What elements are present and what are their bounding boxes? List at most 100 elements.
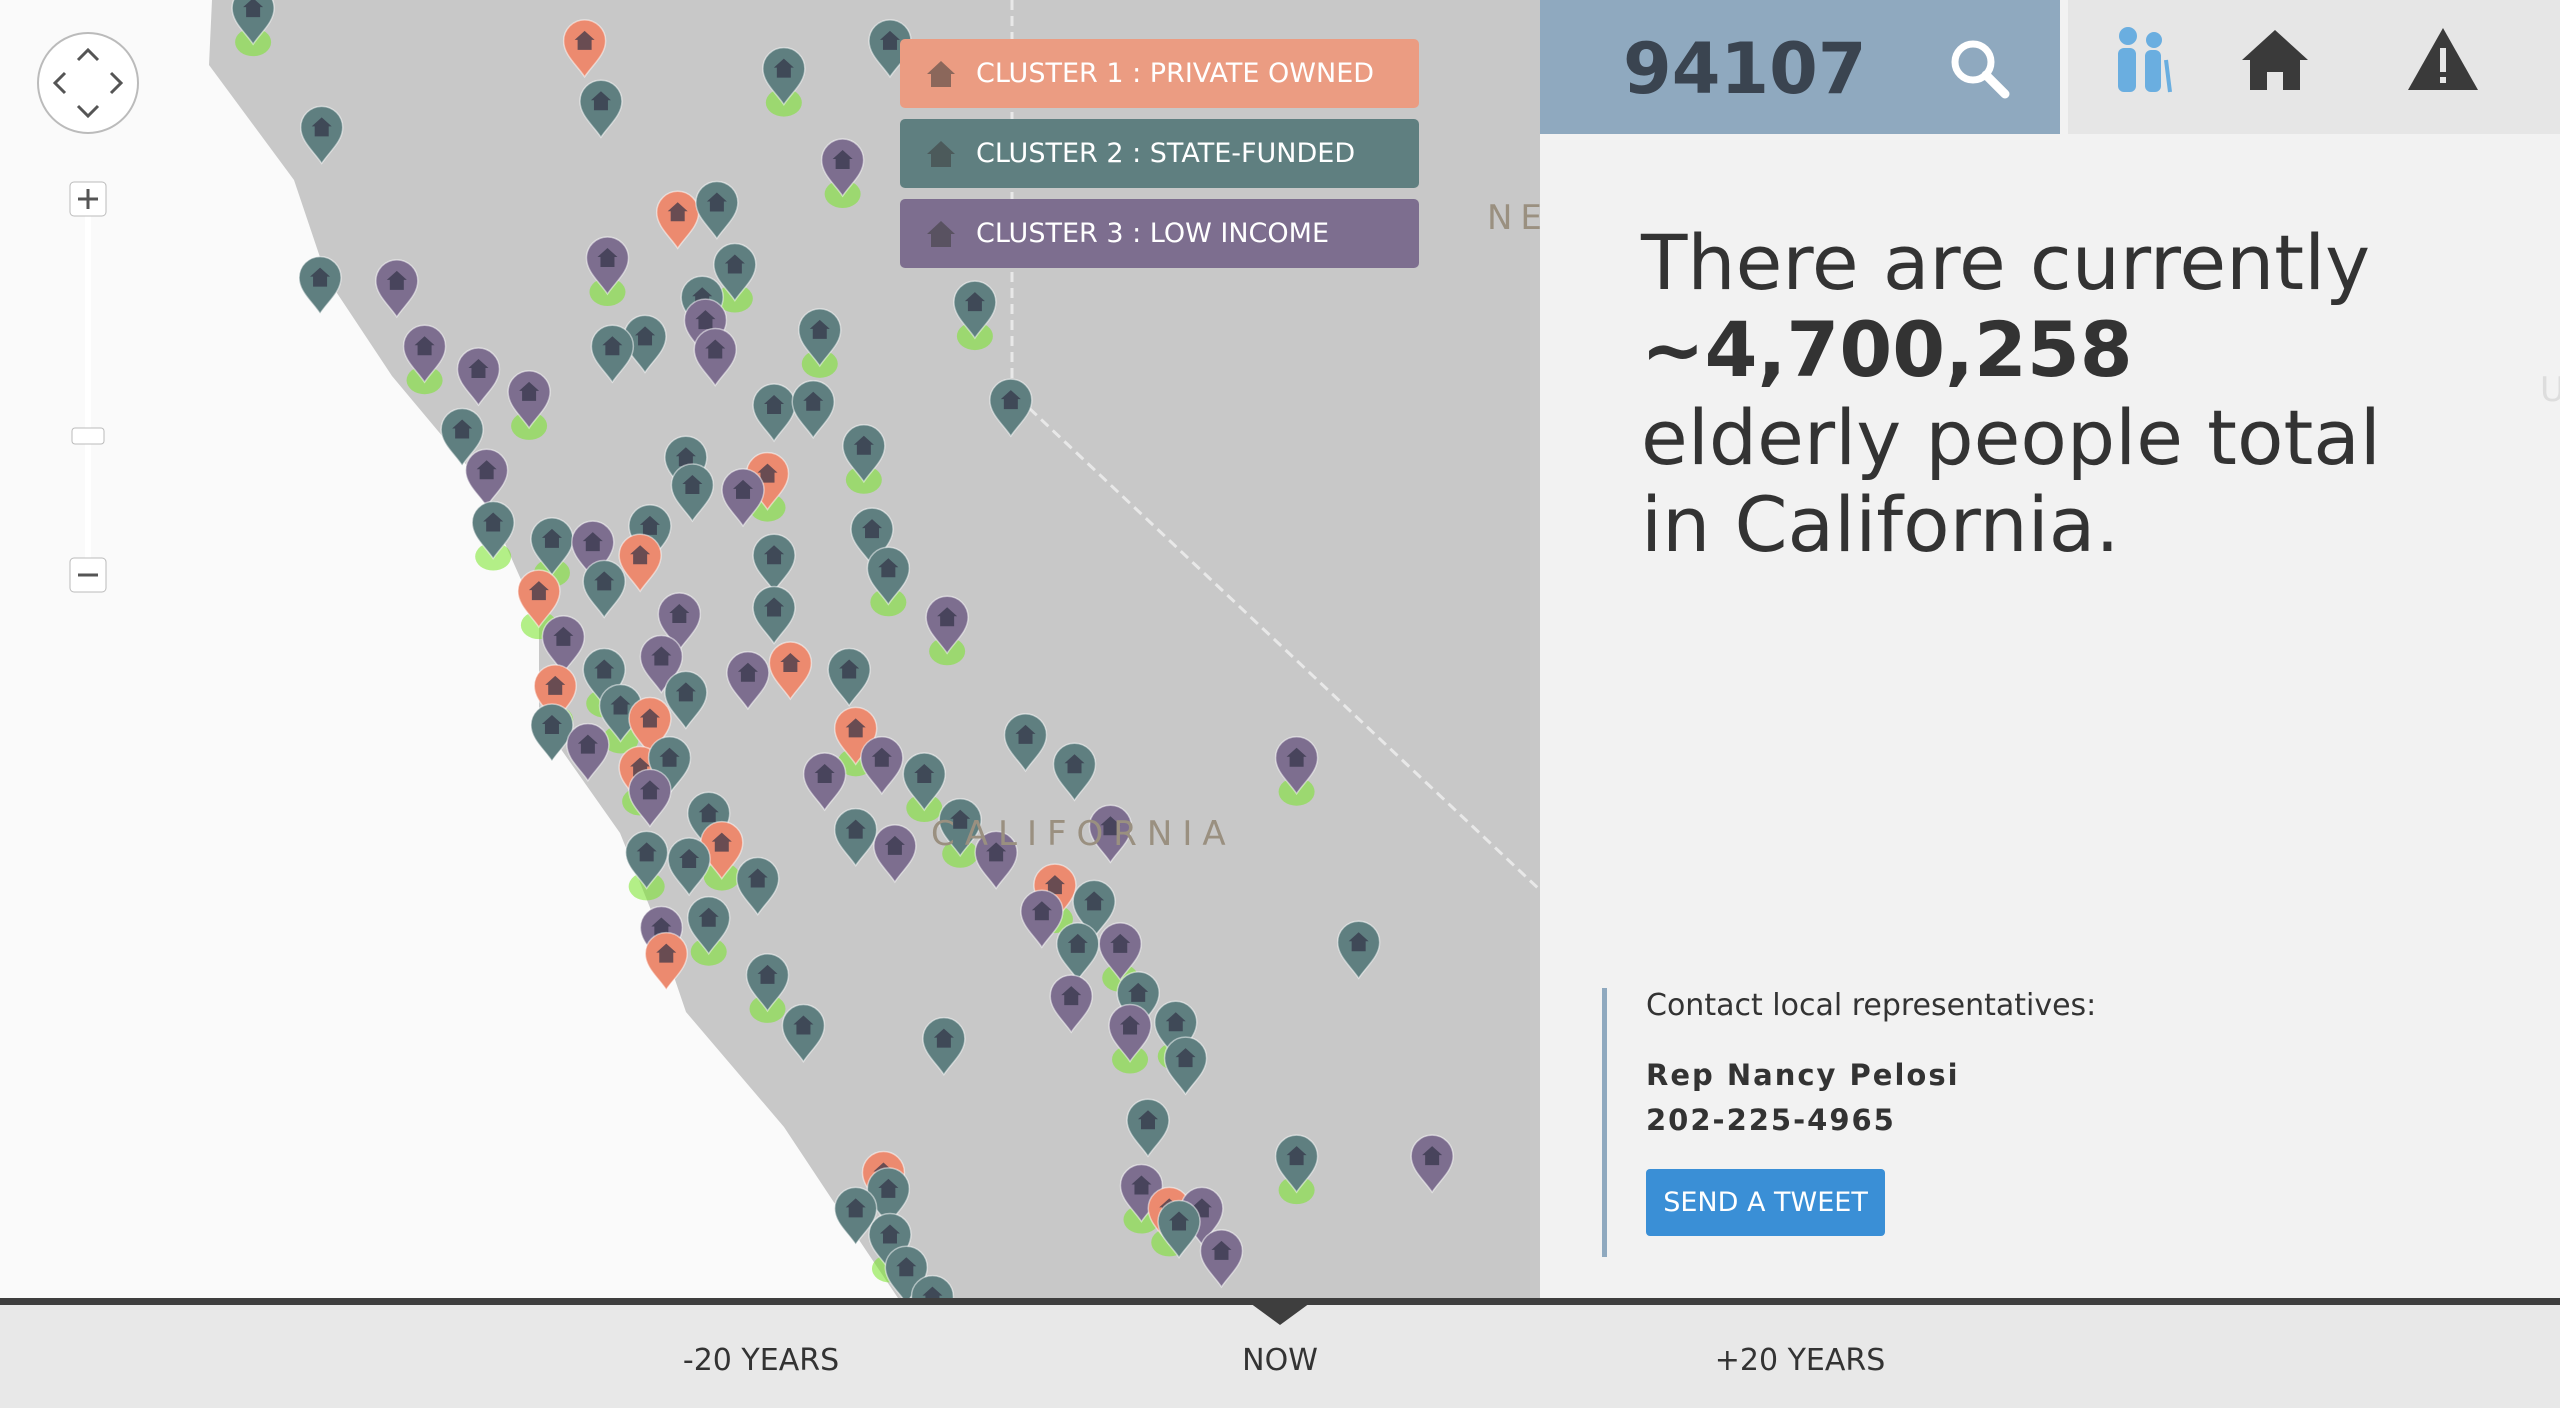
map-pin[interactable] <box>582 559 626 619</box>
map-pin[interactable] <box>902 752 947 812</box>
timeline: -20 YEARS NOW +20 YEARS <box>0 1298 2560 1408</box>
map-pin[interactable] <box>664 670 708 730</box>
map-pin[interactable] <box>873 824 917 884</box>
map-pin[interactable] <box>802 752 847 812</box>
map-pin[interactable] <box>700 820 744 880</box>
map-pin[interactable] <box>464 448 509 508</box>
map-pin[interactable] <box>989 378 1033 438</box>
map-pin[interactable] <box>298 255 342 315</box>
map-pin[interactable] <box>866 546 911 606</box>
map-pin[interactable] <box>1049 974 1093 1034</box>
map-pin[interactable] <box>507 370 551 430</box>
map-pin[interactable] <box>231 0 275 46</box>
toolbar <box>2068 0 2560 134</box>
map-pin[interactable] <box>1163 1036 1208 1096</box>
timeline-label[interactable]: NOW <box>1242 1343 1318 1378</box>
map-pin[interactable] <box>745 953 790 1013</box>
map-pin[interactable] <box>791 379 835 440</box>
map-pin[interactable] <box>721 468 765 528</box>
map-pin[interactable] <box>667 837 711 897</box>
zoom-in-icon <box>78 189 98 209</box>
tweet-button[interactable]: SEND A TWEET <box>1646 1169 1885 1236</box>
map-pin[interactable] <box>585 236 630 296</box>
contact-heading: Contact local representatives: <box>1646 988 2097 1023</box>
map-pin[interactable] <box>752 585 796 645</box>
elderly-icon[interactable] <box>2118 27 2172 93</box>
map-pin[interactable] <box>655 190 700 250</box>
map-pin[interactable] <box>693 327 738 387</box>
map-pin[interactable] <box>1088 804 1133 864</box>
map-pin[interactable] <box>820 138 865 198</box>
map-pin[interactable] <box>375 259 419 319</box>
map-pin[interactable] <box>953 280 997 340</box>
search-box[interactable]: 94107 <box>1540 0 2060 134</box>
map-pin[interactable] <box>798 308 842 368</box>
map-pin[interactable] <box>530 517 574 577</box>
map-pin[interactable] <box>618 533 662 593</box>
map-pin[interactable] <box>695 180 739 240</box>
timeline-label[interactable]: -20 YEARS <box>682 1343 840 1378</box>
timeline-label[interactable]: +20 YEARS <box>1714 1343 1886 1378</box>
map-pin[interactable] <box>827 647 871 707</box>
rep-name: Rep Nancy Pelosi <box>1646 1058 1960 1092</box>
map-pin[interactable] <box>922 1016 966 1076</box>
map-pin[interactable] <box>833 1186 878 1246</box>
map-pin[interactable] <box>440 407 484 467</box>
map-pin[interactable] <box>456 347 501 407</box>
map-pin[interactable] <box>762 46 806 106</box>
map-pin[interactable] <box>781 1003 826 1063</box>
map-pin[interactable] <box>910 1274 955 1298</box>
map-pin[interactable] <box>1157 1199 1201 1259</box>
map-pin[interactable] <box>713 242 757 302</box>
map-pin[interactable] <box>752 533 796 593</box>
search-icon[interactable] <box>1945 34 2015 104</box>
map-pin[interactable] <box>402 324 447 384</box>
map[interactable]: NEVADA CALIFORNIA CLUSTER 1 : PRIVATE OW… <box>0 0 1540 1298</box>
map-pin[interactable] <box>974 830 1018 890</box>
map-pin[interactable] <box>657 592 702 652</box>
map-pin[interactable] <box>925 595 969 655</box>
home-icon[interactable] <box>2242 30 2308 90</box>
map-pin[interactable] <box>938 798 982 858</box>
map-pin[interactable] <box>842 424 886 484</box>
map-pin[interactable] <box>562 19 607 79</box>
map-pin[interactable] <box>1336 920 1381 980</box>
map-pin[interactable] <box>644 931 689 992</box>
map-pin[interactable] <box>1052 742 1097 802</box>
map-pin[interactable] <box>1098 922 1142 982</box>
map-pin[interactable] <box>726 651 770 711</box>
map-pin[interactable] <box>628 768 672 828</box>
legend-icon <box>927 61 955 87</box>
search-query[interactable]: 94107 <box>1623 28 1867 110</box>
map-pin[interactable] <box>623 314 667 374</box>
legend-item[interactable]: CLUSTER 3 : LOW INCOME <box>900 199 1419 268</box>
map-pin[interactable] <box>768 641 813 701</box>
map-pin[interactable] <box>541 615 586 675</box>
contact-bar <box>1602 988 1607 1257</box>
map-pin[interactable] <box>670 463 715 523</box>
zoom-handle[interactable] <box>71 427 105 445</box>
map-pin[interactable] <box>1108 1003 1152 1063</box>
map-pin[interactable] <box>579 79 623 139</box>
map-pin[interactable] <box>566 722 610 782</box>
map-pin[interactable] <box>1199 1229 1244 1289</box>
map-pin[interactable] <box>299 105 344 165</box>
map-pin[interactable] <box>471 500 515 560</box>
map-pin[interactable] <box>1410 1134 1454 1194</box>
map-pin[interactable] <box>590 324 635 384</box>
map-pin[interactable] <box>1274 1134 1319 1194</box>
map-pin[interactable] <box>860 735 904 796</box>
map-pin[interactable] <box>735 856 780 916</box>
map-pin[interactable] <box>1126 1098 1170 1158</box>
map-pin[interactable] <box>624 830 669 890</box>
map-pin[interactable] <box>686 895 731 956</box>
map-pin[interactable] <box>517 569 561 629</box>
map-pin[interactable] <box>1020 889 1064 949</box>
map-pin[interactable] <box>752 383 796 443</box>
map-pin[interactable] <box>1056 922 1100 982</box>
map-pin[interactable] <box>1003 713 1048 773</box>
legend-item[interactable]: CLUSTER 2 : STATE-FUNDED <box>900 119 1419 188</box>
legend-item[interactable]: CLUSTER 1 : PRIVATE OWNED <box>900 39 1419 108</box>
pan-control[interactable] <box>37 32 139 134</box>
map-pin[interactable] <box>1274 735 1319 796</box>
